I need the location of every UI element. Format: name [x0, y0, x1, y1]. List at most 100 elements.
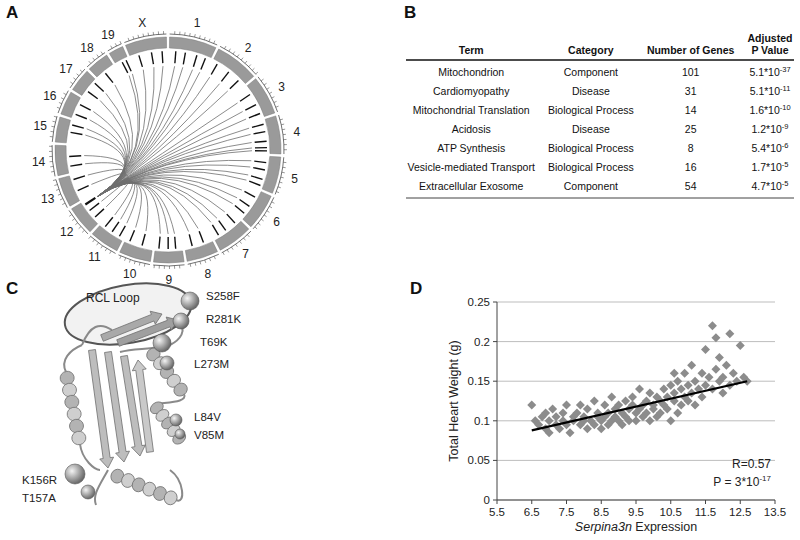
data-point: [701, 381, 710, 390]
data-point: [562, 400, 571, 409]
table-cell: 25: [685, 123, 697, 135]
data-point: [677, 400, 686, 409]
column-header: AdjustedP Value: [748, 32, 793, 56]
p-value: 4.7*10-5: [751, 179, 788, 192]
mutation-site: [175, 429, 185, 439]
chromosome-label: 7: [242, 247, 249, 261]
gene-tick: [90, 203, 100, 210]
figure: ABCD12345678910111213141516171819XMitoch…: [0, 0, 800, 540]
p-base: 1.2*10: [751, 123, 782, 135]
ruler-tick: [190, 264, 192, 267]
data-point: [673, 408, 682, 417]
chromosome-label: 5: [291, 172, 298, 186]
data-point: [583, 424, 592, 433]
gene-tick: [240, 200, 250, 207]
data-point: [711, 365, 720, 374]
ruler-tick: [93, 58, 95, 60]
x-tick: [531, 500, 532, 504]
ruler-tick: [49, 151, 52, 152]
chromosome-label: 12: [60, 225, 74, 239]
ruler-tick: [97, 243, 99, 245]
protein-structure: RCL LoopS258FR281KT69KL273ML84VV85MK156R…: [22, 274, 241, 506]
gene-tick: [253, 168, 265, 170]
enrichment-table: MitochondrionComponent1015.1*10-37Cardio…: [406, 32, 794, 198]
chromosome: [215, 221, 249, 250]
coil: [95, 470, 108, 505]
gene-tick: [105, 73, 113, 82]
gene-tick: [71, 132, 83, 134]
annotation: R=0.57: [732, 457, 771, 471]
ruler-tick: [59, 102, 62, 103]
ruler-tick: [128, 38, 129, 41]
ruler-tick: [75, 223, 77, 225]
data-point: [736, 341, 745, 350]
ruler-tick: [158, 31, 159, 34]
ruler-tick: [93, 240, 95, 242]
p-base: 5.1*10: [750, 85, 781, 97]
ruler-tick: [61, 98, 64, 99]
column-header: Number of Genes: [647, 44, 735, 56]
y-tick: [493, 420, 497, 421]
data-point: [680, 369, 689, 378]
plot-marks: [527, 321, 751, 437]
x-title-gene: Serpina3n: [575, 520, 632, 534]
x-tick-label: 7.5: [559, 506, 575, 518]
data-point: [628, 393, 637, 402]
chromosome: [265, 116, 281, 154]
p-exponent: -5: [782, 160, 789, 169]
table-cell: Component: [564, 180, 618, 192]
ruler-tick: [278, 186, 281, 188]
ruler-tick: [49, 156, 52, 157]
ruler-tick: [199, 261, 201, 264]
panel-letter: B: [404, 3, 416, 22]
ruler-tick: [54, 116, 57, 118]
table-cell: 8: [688, 142, 694, 154]
ruler-tick: [204, 37, 206, 40]
x-tick-label: 10.5: [660, 506, 682, 518]
panel-letter: D: [410, 279, 422, 298]
table-cell: 31: [685, 85, 697, 97]
ruler-tick: [134, 261, 136, 264]
chromosome: [89, 55, 112, 77]
grid-line: [497, 341, 775, 342]
ruler-tick: [214, 41, 215, 44]
table-cell: ATP Synthesis: [437, 142, 505, 154]
ruler-tick: [51, 126, 54, 128]
data-point: [541, 408, 550, 417]
ruler-tick: [73, 78, 75, 80]
ruler-tick: [231, 247, 233, 250]
ruler-tick: [82, 230, 84, 232]
data-point: [583, 404, 592, 413]
chromosome-ruler: [108, 44, 122, 51]
chromosome-label: 1: [194, 16, 201, 30]
grid-line: [497, 302, 775, 303]
ruler-tick: [89, 236, 91, 238]
gene-tick: [130, 230, 135, 241]
p-exponent: -11: [780, 84, 790, 93]
gene-tick: [95, 83, 104, 91]
data-point: [659, 385, 668, 394]
p-base: 4.7*10: [751, 180, 782, 192]
chromosome: [109, 47, 127, 63]
ruler-tick: [179, 32, 180, 35]
gene-tick: [151, 52, 153, 64]
chromosome-ruler: [52, 145, 55, 176]
circos-plot: 12345678910111213141516171819X: [32, 16, 301, 287]
data-point: [715, 353, 724, 362]
chromosome-label: 3: [278, 80, 285, 94]
gene-tick: [88, 92, 98, 99]
eqtl-link: [98, 70, 146, 197]
ruler-tick: [54, 184, 57, 186]
chromosome-label: 6: [273, 215, 280, 229]
data-point: [701, 345, 710, 354]
gene-tick: [255, 141, 267, 142]
gene-tick: [174, 237, 176, 249]
table-cell: 101: [682, 66, 700, 78]
table-cell: Mitochondrion: [438, 66, 504, 78]
gene-tick: [105, 217, 113, 226]
ruler-tick: [49, 146, 52, 147]
gene-tick: [95, 209, 104, 217]
ruler-tick: [105, 249, 107, 252]
gene-tick: [126, 60, 131, 71]
y-axis-title: Total Heart Weight (g): [447, 340, 461, 461]
